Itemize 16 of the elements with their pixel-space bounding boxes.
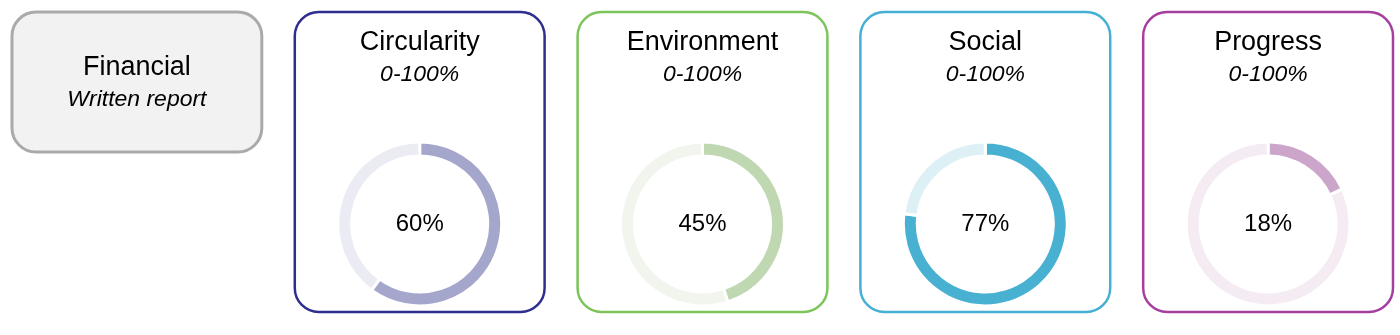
chart-title: Circularity: [359, 26, 481, 57]
donut-slice: [1184, 140, 1352, 308]
chart-subtitle: 0-100%: [1228, 60, 1308, 87]
chart-title: Social: [948, 26, 1023, 57]
chart-subtitle: 0-100%: [945, 60, 1025, 87]
chart-title: Progress: [1214, 26, 1323, 57]
data-label: 18%: [1244, 208, 1293, 236]
data-label: 45%: [678, 208, 727, 236]
text: Financial: [82, 51, 191, 82]
chart-title: Environment: [626, 26, 779, 57]
data-label: 77%: [961, 208, 1010, 236]
text: Written report: [67, 85, 209, 112]
chart-subtitle: 0-100%: [380, 60, 460, 87]
chart-subtitle: 0-100%: [662, 60, 743, 87]
data-label: 60%: [395, 208, 444, 236]
donut-slice: [901, 140, 1069, 308]
